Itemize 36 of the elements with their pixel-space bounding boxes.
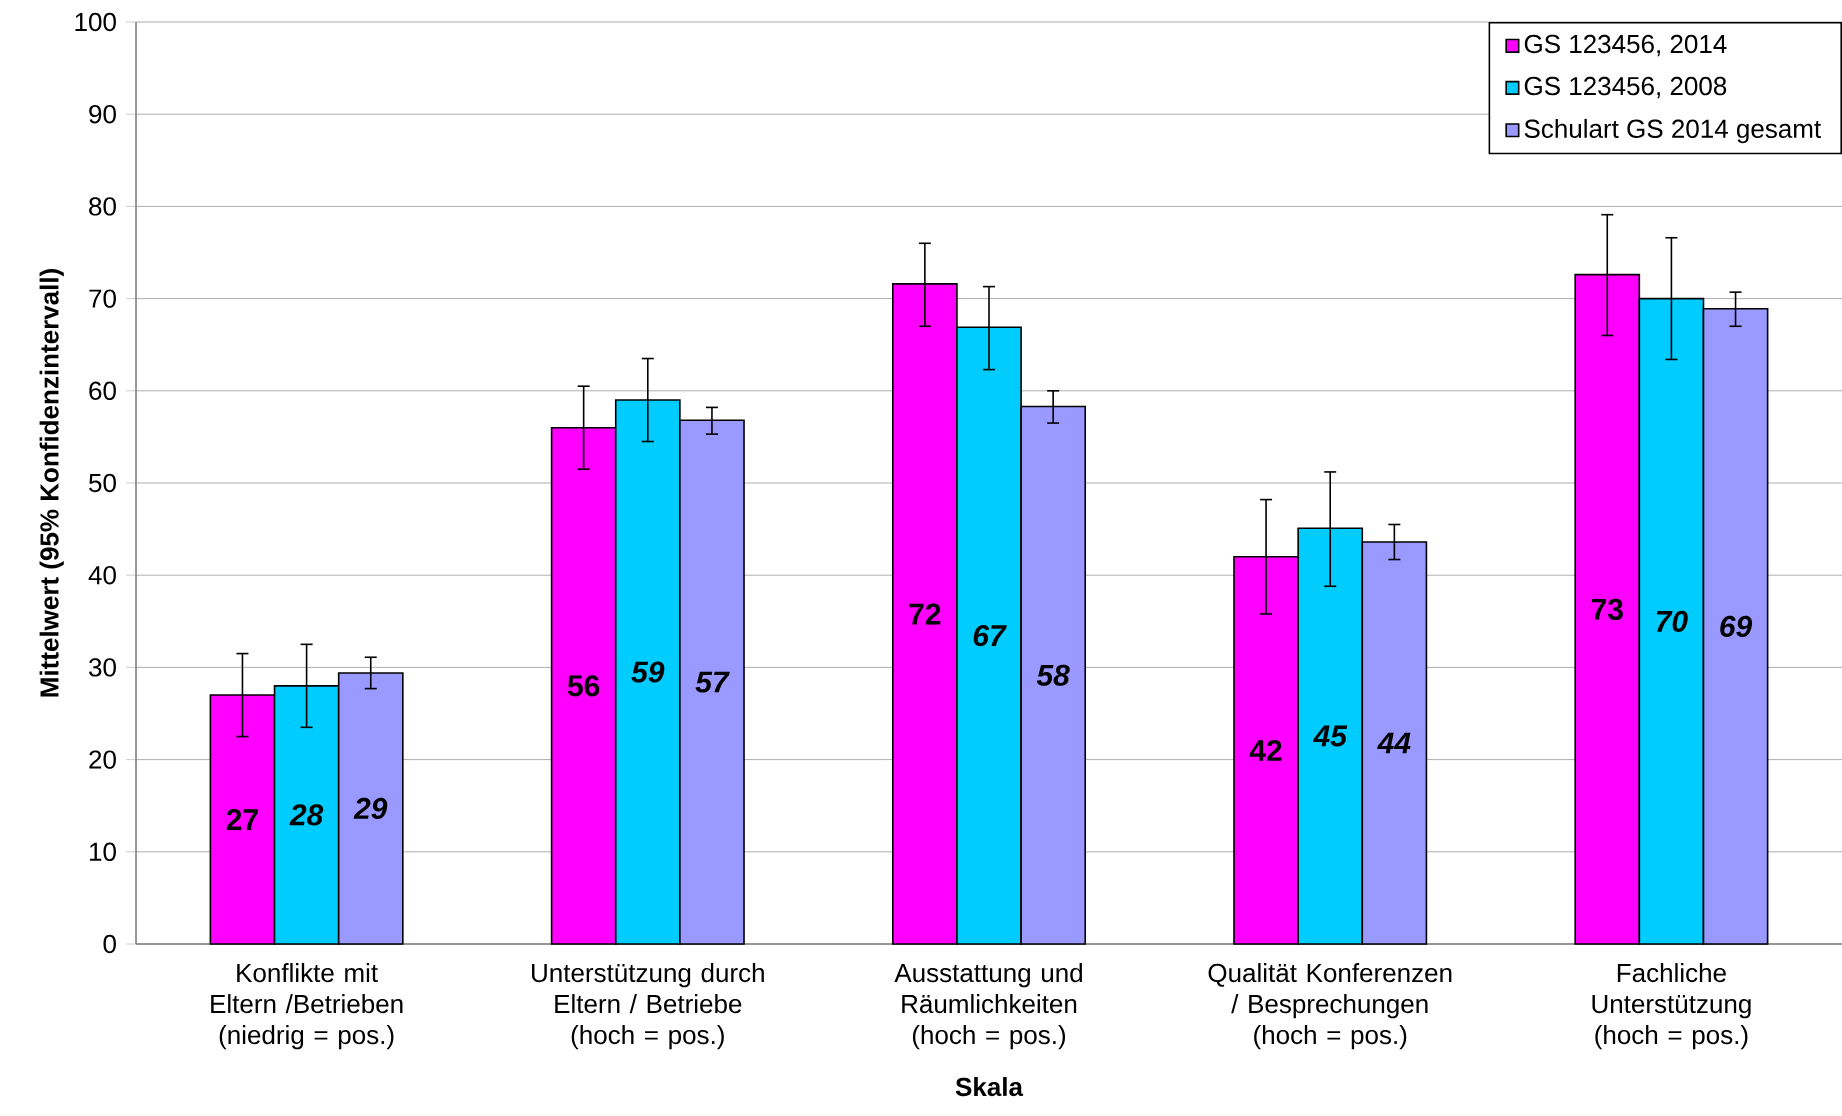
y-tick-label: 100 <box>75 12 116 32</box>
legend-label: GS 123456, 2008 <box>1524 76 1727 99</box>
x-tick-label: Ausstattung und Räumlichkeiten (hoch = pos.) <box>894 963 1082 1050</box>
y-tick-label: 70 <box>89 289 116 308</box>
y-tick-label: 80 <box>89 197 116 216</box>
y-tick-label: 20 <box>89 750 116 769</box>
data-label: 70 <box>1656 610 1688 632</box>
x-tick-label: Unterstützung durch Eltern / Betriebe (hoch = pos.) <box>532 963 764 1050</box>
x-axis-title: Skala <box>955 1077 1024 1097</box>
y-tick-label: 90 <box>89 104 116 124</box>
data-label: 58 <box>1036 664 1070 686</box>
y-axis-title: Mittelwert (95% Konfidenzintervall) <box>39 269 64 697</box>
data-label: 56 <box>567 675 600 697</box>
data-label: 29 <box>353 797 388 820</box>
data-label: 28 <box>289 804 324 826</box>
y-tick-label: 0 <box>103 934 116 954</box>
x-tick-label: Fachliche Unterstützung (hoch = pos.) <box>1592 963 1751 1050</box>
y-tick-label: 60 <box>89 381 116 400</box>
legend-label: Schulart GS 2014 gesamt <box>1524 118 1821 144</box>
data-label: 73 <box>1591 598 1623 620</box>
data-label: 45 <box>1313 725 1348 747</box>
data-label: 59 <box>631 661 665 683</box>
data-label: 67 <box>973 624 1007 647</box>
data-label: 42 <box>1249 739 1282 761</box>
y-tick-label: 30 <box>89 658 116 677</box>
data-label: 72 <box>909 603 941 625</box>
data-label: 44 <box>1377 732 1411 754</box>
y-tick-label: 10 <box>90 842 116 861</box>
data-label: 57 <box>695 671 730 693</box>
data-label: 69 <box>1720 615 1753 637</box>
legend-label: GS 123456, 2014 <box>1524 34 1727 57</box>
data-label: 27 <box>226 809 258 831</box>
x-tick-label: Konflikte mit Eltern /Betrieben (niedrig = pos.) <box>211 963 403 1050</box>
y-tick-label: 50 <box>89 473 116 493</box>
x-tick-label: Qualität Konferenzen / Besprechungen (hoch = pos.) <box>1208 963 1452 1050</box>
y-tick-label: 40 <box>88 565 116 585</box>
